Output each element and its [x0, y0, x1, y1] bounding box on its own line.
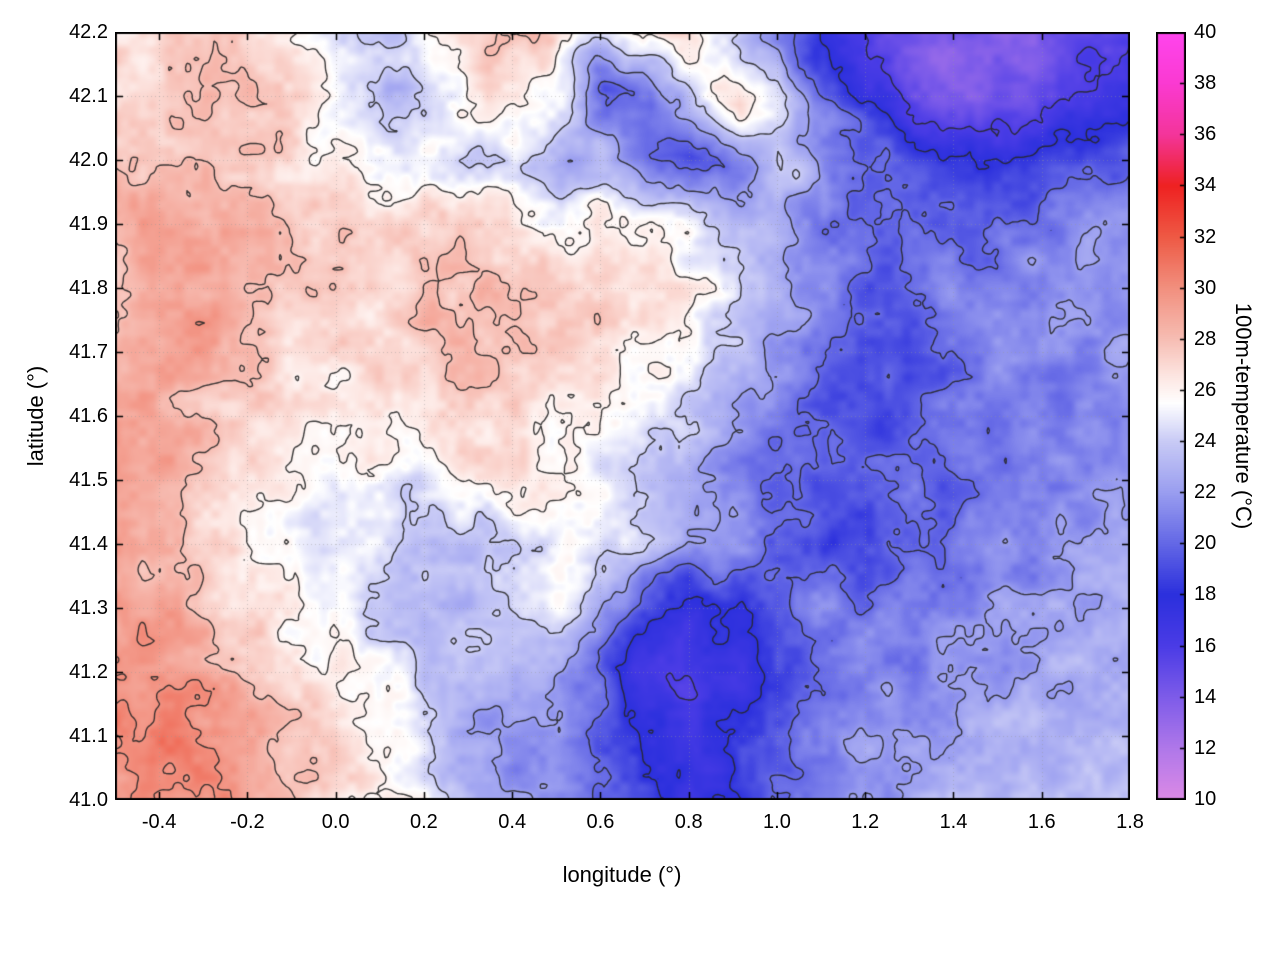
- x-axis-label: longitude (°): [562, 862, 682, 887]
- colorbar-tick-label: 22: [1194, 481, 1217, 504]
- colorbar-tick-label: 14: [1194, 685, 1217, 708]
- x-tick-label: 1.4: [939, 811, 968, 833]
- x-tick-label: 0.0: [321, 811, 350, 833]
- y-tick-label: 41.1: [69, 725, 108, 747]
- colorbar-tick-label: 24: [1194, 430, 1217, 453]
- colorbar-tick-label: 12: [1194, 736, 1217, 759]
- colorbar-tick-label: 40: [1194, 21, 1217, 43]
- colorbar-tick-label: 34: [1194, 174, 1217, 197]
- y-tick-label: 41.6: [69, 405, 108, 427]
- x-tick-label: 0.4: [498, 811, 527, 833]
- colorbar-tick-label: 28: [1194, 327, 1217, 350]
- colorbar-tick-label: 20: [1194, 532, 1217, 555]
- y-tick-label: 41.7: [69, 341, 108, 363]
- x-tick-label: 1.2: [851, 811, 880, 833]
- y-tick-label: 41.4: [69, 533, 108, 555]
- colorbar-tick-label: 18: [1194, 583, 1217, 606]
- y-tick-label: 41.3: [69, 597, 108, 619]
- colorbar-tick-label: 10: [1194, 788, 1217, 810]
- x-tick-label: 0.2: [410, 811, 438, 833]
- colorbar-tick-label: 16: [1194, 634, 1217, 657]
- x-tick-label: -0.2: [230, 811, 265, 833]
- x-tick-label: 1.8: [1116, 811, 1144, 833]
- y-tick-label: 41.5: [69, 469, 108, 491]
- colorbar-canvas: [1156, 32, 1186, 800]
- colorbar-tick-label: 32: [1194, 225, 1217, 248]
- y-axis-label: latitude (°): [23, 365, 48, 467]
- colorbar-tick-label: 30: [1194, 276, 1217, 299]
- y-tick-label: 42.1: [69, 85, 108, 107]
- y-tick-label: 42.2: [69, 21, 108, 43]
- colorbar-tick-label: 26: [1194, 378, 1217, 401]
- heatmap-plot-canvas: [115, 32, 1130, 800]
- y-tick-label: 42.0: [69, 149, 108, 171]
- colorbar-label: 100m-temperature (°C): [1231, 302, 1256, 530]
- x-tick-label: 0.8: [674, 811, 703, 833]
- colorbar-tick-label: 36: [1194, 123, 1217, 146]
- y-tick-label: 41.2: [69, 661, 108, 683]
- y-tick-label: 41.9: [69, 213, 108, 235]
- y-tick-label: 41.8: [69, 277, 108, 299]
- colorbar-tick-label: 38: [1194, 72, 1217, 95]
- y-tick-label: 41.0: [69, 789, 108, 811]
- x-tick-label: 0.6: [586, 811, 615, 833]
- x-tick-label: -0.4: [141, 811, 177, 833]
- x-tick-label: 1.6: [1027, 811, 1056, 833]
- x-tick-label: 1.0: [763, 811, 791, 833]
